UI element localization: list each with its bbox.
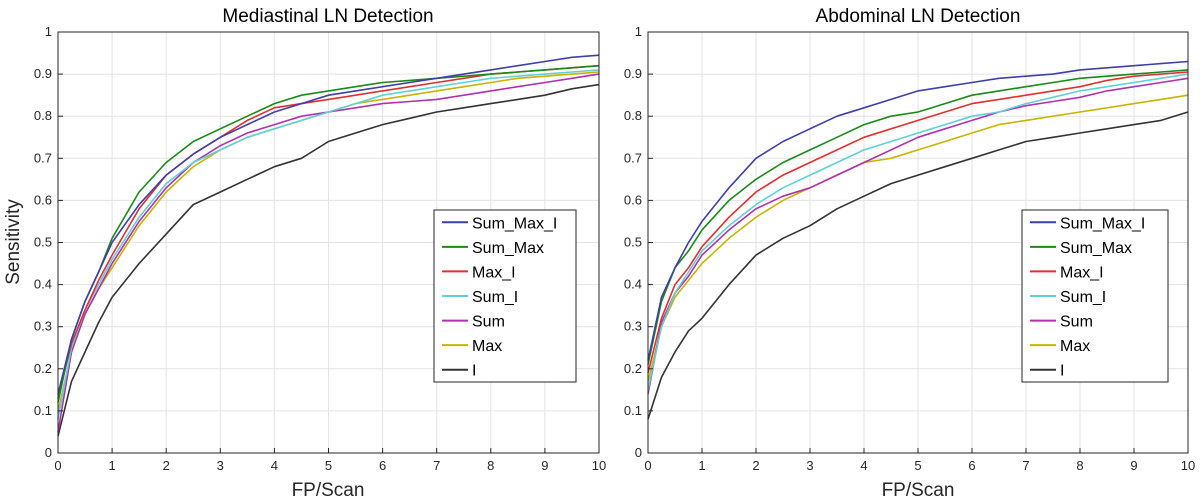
abdominal-y-tick-label: 0.4 [624,277,642,292]
abdominal-x-tick-label: 10 [1181,458,1195,473]
mediastinal-legend-label: Max [472,338,502,355]
mediastinal-x-tick-label: 10 [592,458,606,473]
mediastinal-y-tick-label: 0.3 [34,319,52,334]
abdominal-legend-label: Sum_Max [1060,240,1132,257]
abdominal-x-tick-label: 8 [1076,458,1083,473]
mediastinal-legend-label: Sum_I [472,289,518,306]
mediastinal-y-tick-label: 0.2 [34,361,52,376]
abdominal-series-line-sum-i [647,73,1189,391]
mediastinal-x-tick-label: 0 [54,458,61,473]
mediastinal-y-tick-label: 0.4 [34,277,52,292]
abdominal-x-tick-label: 2 [752,458,759,473]
abdominal-y-tick-label: 0.3 [624,319,642,334]
abdominal-x-tick-label: 6 [968,458,975,473]
mediastinal-x-tick-label: 1 [108,458,115,473]
abdominal-chart: 0 1 2 3 4 5 6 7 8 9 10 0 0.1 0.2 0.3 0.4 0.5 0.6 0.7 0.8 0.9… [624,6,1195,501]
abdominal-legend-label: Max [1060,338,1090,355]
abdominal-y-tick-label: 0.1 [624,403,642,418]
mediastinal-y-tick-label: 0.5 [34,235,52,250]
abdominal-legend-label: I [1060,363,1064,380]
mediastinal-series-line-sum-i [57,69,600,420]
mediastinal-legend-label: I [472,363,476,380]
mediastinal-x-tick-label: 3 [217,458,224,473]
abdominal-x-tick-label: 3 [806,458,813,473]
abdominal-legend-label: Sum_Max_I [1060,215,1145,232]
abdominal-series [647,60,1189,420]
mediastinal-legend-label: Max_I [472,264,516,281]
abdominal-x-tick-label: 1 [698,458,705,473]
mediastinal-x-axis-label: FP/Scan [292,480,365,501]
mediastinal-y-tick-label: 0.8 [34,108,52,123]
mediastinal-series-line-sum [57,73,600,433]
abdominal-series-line-sum [647,77,1189,395]
mediastinal-ticks: 0 1 2 3 4 5 6 7 8 9 10 0 0.1 0.2 0.3 0.4 0.5 0.6 0.7 0.8 0.9… [34,24,606,473]
mediastinal-series-line-i [57,83,600,437]
mediastinal-legend-label: Sum [472,314,505,331]
mediastinal-series-line-sum-max-i [57,54,600,395]
mediastinal-y-tick-label: 1 [45,24,52,39]
abdominal-x-tick-label: 9 [1130,458,1137,473]
mediastinal-y-axis-label: Sensitivity [3,199,24,285]
mediastinal-y-tick-label: 0 [45,445,52,460]
mediastinal-y-tick-label: 0.9 [34,66,52,81]
mediastinal-chart: 0 1 2 3 4 5 6 7 8 9 10 0 0.1 0.2 0.3 0.4 0.5 0.6 0.7 0.8 0.9… [3,6,606,501]
abdominal-y-tick-label: 0.8 [624,108,642,123]
abdominal-series-line-i [647,111,1189,420]
mediastinal-x-tick-label: 6 [379,458,386,473]
mediastinal-y-tick-label: 0.6 [34,192,52,207]
abdominal-legend-label: Sum_I [1060,289,1106,306]
abdominal-ticks: 0 1 2 3 4 5 6 7 8 9 10 0 0.1 0.2 0.3 0.4 0.5 0.6 0.7 0.8 0.9… [624,24,1195,473]
abdominal-legend: Sum_Max_I Sum_Max Max_I Sum_I Sum Max I [1021,209,1169,383]
abdominal-series-line-sum-max [647,69,1189,365]
abdominal-y-tick-label: 0 [635,445,642,460]
mediastinal-legend: Sum_Max_I Sum_Max Max_I Sum_I Sum Max I [433,209,577,383]
mediastinal-y-tick-label: 0.7 [34,150,52,165]
mediastinal-legend-label: Sum_Max [472,240,544,257]
mediastinal-x-tick-label: 8 [487,458,494,473]
mediastinal-x-tick-label: 5 [325,458,332,473]
mediastinal-series [57,54,600,437]
abdominal-y-tick-label: 1 [635,24,642,39]
abdominal-x-tick-label: 7 [1022,458,1029,473]
abdominal-legend-label: Max_I [1060,264,1104,281]
abdominal-chart-title: Abdominal LN Detection [816,6,1021,27]
mediastinal-y-tick-label: 0.1 [34,403,52,418]
abdominal-y-tick-label: 0.5 [624,235,642,250]
mediastinal-series-line-sum-max [57,64,600,403]
mediastinal-x-tick-label: 9 [541,458,548,473]
abdominal-y-tick-label: 0.6 [624,192,642,207]
abdominal-x-axis-label: FP/Scan [882,480,955,501]
abdominal-x-tick-label: 5 [914,458,921,473]
abdominal-series-line-sum-max-i [647,60,1189,361]
abdominal-series-line-max [647,94,1189,382]
mediastinal-x-tick-label: 4 [271,458,278,473]
abdominal-y-tick-label: 0.9 [624,66,642,81]
mediastinal-chart-title: Mediastinal LN Detection [222,6,433,27]
abdominal-x-tick-label: 4 [860,458,867,473]
abdominal-y-tick-label: 0.7 [624,150,642,165]
abdominal-x-tick-label: 0 [644,458,651,473]
mediastinal-x-tick-label: 7 [433,458,440,473]
mediastinal-x-tick-label: 2 [163,458,170,473]
abdominal-series-line-max-i [647,71,1189,374]
abdominal-legend-label: Sum [1060,314,1093,331]
abdominal-y-tick-label: 0.2 [624,361,642,376]
mediastinal-legend-label: Sum_Max_I [472,215,557,232]
